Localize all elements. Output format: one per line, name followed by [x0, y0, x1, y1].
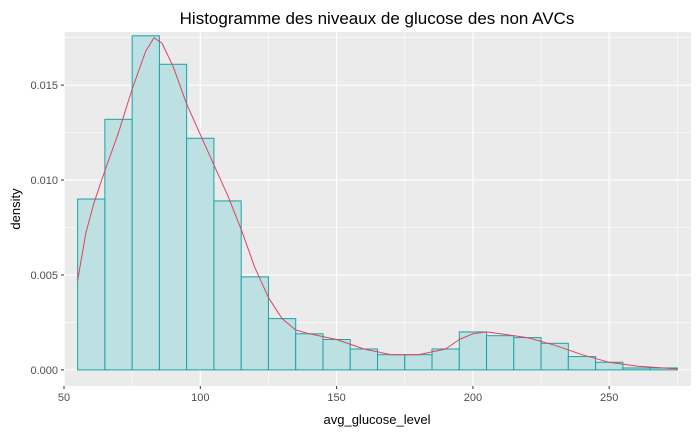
- y-tick-label: 0.015: [30, 80, 58, 92]
- histogram-bar: [213, 200, 242, 371]
- density-layer: [77, 37, 678, 370]
- histogram-bar: [267, 318, 297, 371]
- histogram-bar: [513, 337, 542, 371]
- histogram-bar: [158, 63, 188, 371]
- histogram-bar: [486, 335, 515, 371]
- histogram-bar: [186, 137, 215, 371]
- histogram-bar: [322, 338, 351, 371]
- histogram-bar: [377, 354, 406, 371]
- histogram-bar: [77, 198, 106, 371]
- histogram-bar: [404, 354, 433, 371]
- x-tick-label: 250: [600, 392, 618, 404]
- x-tick-label: 150: [327, 392, 345, 404]
- chart-title: Histogramme des niveaux de glucose des n…: [180, 9, 575, 28]
- histogram-bar: [540, 342, 569, 371]
- histogram-bar: [131, 35, 160, 371]
- density-curve: [77, 37, 678, 370]
- y-axis-title: density: [8, 188, 23, 230]
- x-tick-label: 50: [58, 392, 70, 404]
- y-tick-label: 0.000: [30, 365, 58, 377]
- x-tick-label: 200: [464, 392, 482, 404]
- y-tick-label: 0.010: [30, 175, 58, 187]
- x-axis-title: avg_glucose_level: [324, 412, 431, 427]
- y-tick-label: 0.005: [30, 270, 58, 282]
- histogram-bar: [431, 348, 460, 371]
- histogram-bar: [567, 356, 597, 371]
- histogram-bar: [622, 367, 651, 371]
- y-axis: 0.000 0.005 0.010 0.015: [30, 80, 64, 377]
- histogram-bar: [458, 331, 488, 371]
- histogram-bars: [77, 35, 678, 371]
- histogram-bar: [349, 348, 379, 371]
- histogram-bar: [240, 276, 269, 371]
- histogram-bar: [104, 118, 133, 371]
- x-tick-label: 100: [191, 392, 209, 404]
- x-axis: 50 100 150 200 250: [58, 386, 618, 404]
- histogram-bar: [295, 333, 324, 371]
